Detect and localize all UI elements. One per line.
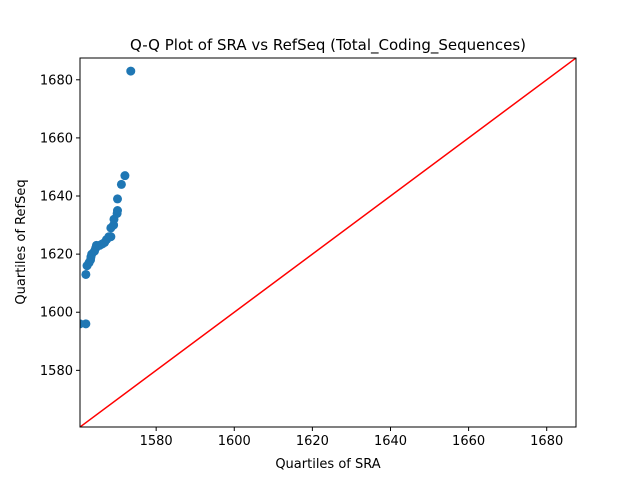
data-point — [112, 206, 122, 216]
y-axis-ticks: 1580 1600 1620 1640 1660 1680 — [40, 73, 80, 379]
data-points-layer — [80, 66, 136, 329]
y-tick-label: 1660 — [40, 131, 73, 146]
y-tick-label: 1640 — [40, 190, 73, 205]
data-point — [116, 179, 126, 189]
x-tick-label: 1660 — [452, 434, 485, 449]
chart-title: Q-Q Plot of SRA vs RefSeq (Total_Coding_… — [130, 36, 526, 55]
data-point — [112, 194, 122, 204]
y-tick-label: 1620 — [40, 248, 73, 263]
data-point — [120, 171, 130, 181]
data-point — [126, 66, 136, 76]
plot-frame — [79, 57, 577, 428]
reference-line-layer — [80, 58, 576, 427]
y-axis-label: Quartiles of RefSeq — [14, 179, 29, 304]
y-tick-label: 1580 — [40, 364, 73, 379]
x-tick-label: 1680 — [530, 434, 563, 449]
y-tick-label: 1680 — [40, 73, 73, 88]
x-tick-label: 1600 — [218, 434, 251, 449]
x-tick-label: 1580 — [140, 434, 173, 449]
reference-line — [80, 58, 576, 427]
x-tick-label: 1640 — [374, 434, 407, 449]
x-axis-ticks: 1580 1600 1620 1640 1660 1680 — [140, 427, 563, 449]
data-point — [106, 232, 116, 242]
x-axis-label: Quartiles of SRA — [275, 457, 380, 472]
x-tick-label: 1620 — [296, 434, 329, 449]
data-point — [81, 269, 91, 279]
y-tick-label: 1600 — [40, 306, 73, 321]
data-point — [81, 319, 91, 329]
